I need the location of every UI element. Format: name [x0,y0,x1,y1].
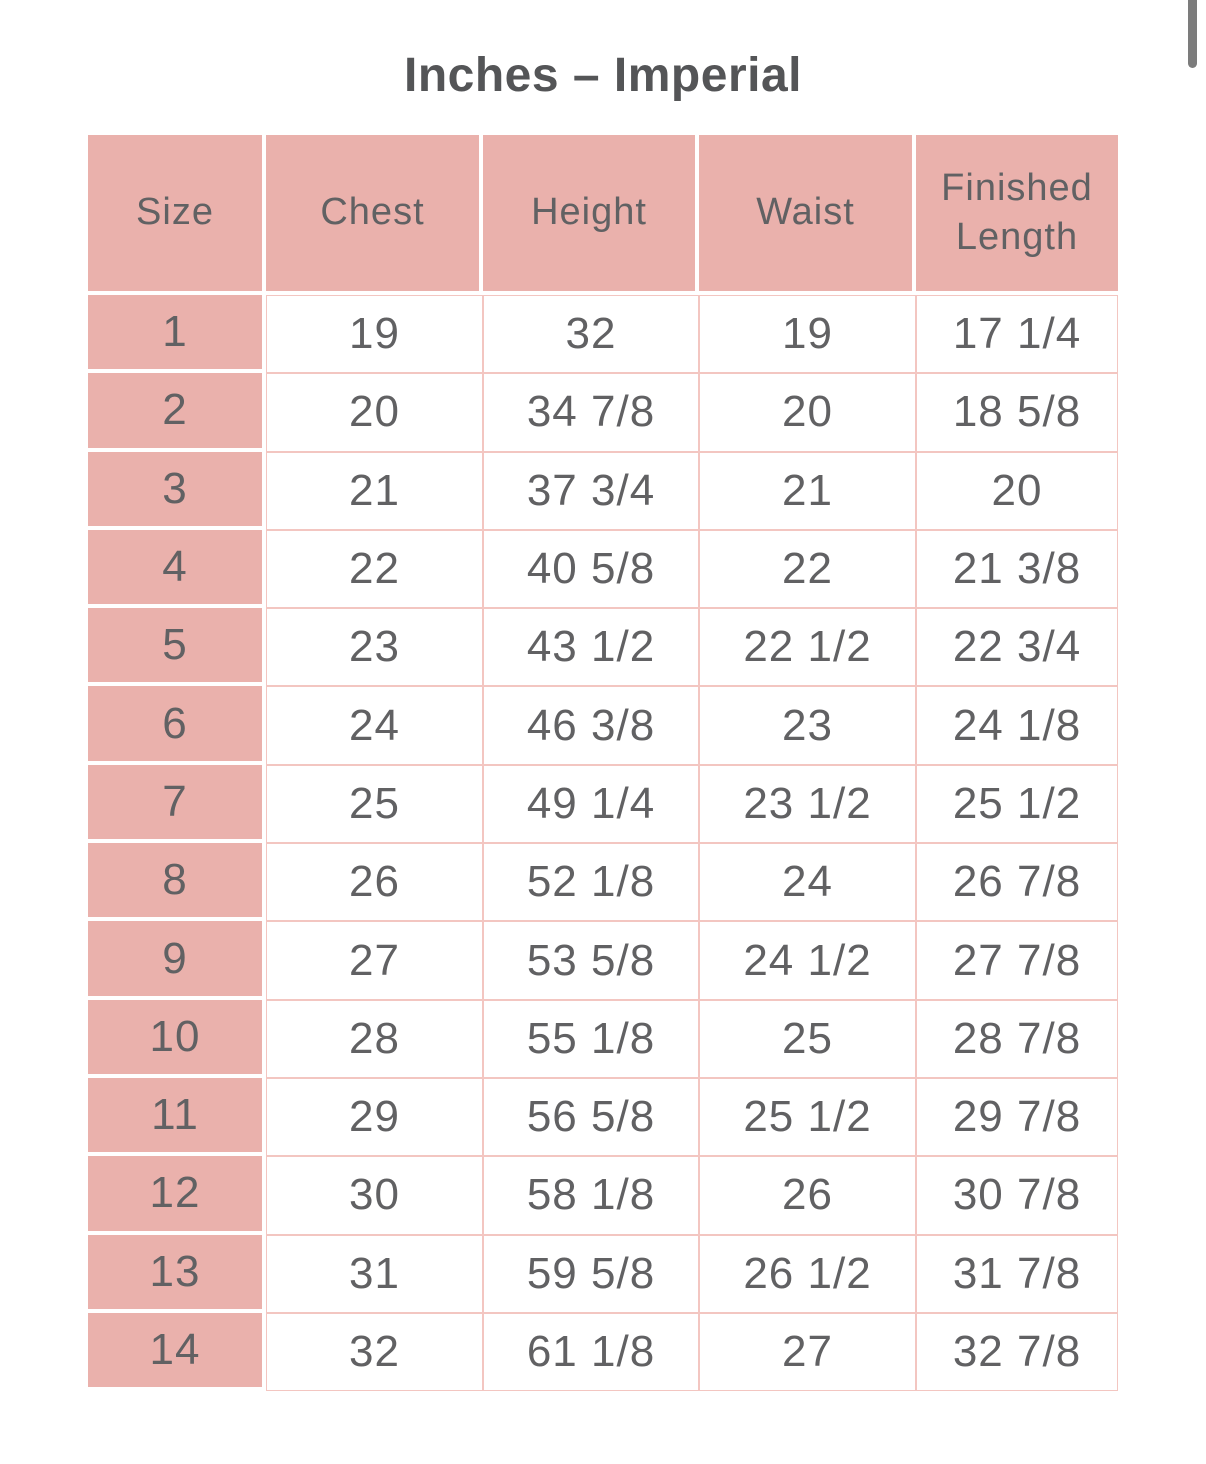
data-cell: 49 1/4 [483,764,699,844]
size-chart-table: Size Chest Height Waist Finished Length 1 19 32… [88,135,1118,1392]
size-cell: 10 [88,999,266,1078]
data-cell: 28 [266,999,483,1078]
data-cell: 20 [266,373,483,452]
data-cell: 46 3/8 [483,686,699,765]
size-cell: 3 [88,451,266,530]
data-cell: 21 [266,451,483,530]
size-cell: 11 [88,1077,266,1157]
scrollbar-thumb[interactable] [1188,0,1197,68]
data-cell: 27 [699,1312,916,1392]
size-cell: 2 [88,373,266,452]
data-cell: 17 1/4 [916,295,1118,374]
data-cell: 59 5/8 [483,1234,699,1313]
data-cell: 29 7/8 [916,1077,1118,1157]
size-cell: 8 [88,843,266,922]
data-cell: 32 [266,1312,483,1392]
data-cell: 26 1/2 [699,1234,916,1313]
data-cell: 25 [699,999,916,1078]
data-cell: 23 [699,686,916,765]
data-cell: 32 [483,295,699,374]
size-cell: 1 [88,295,266,374]
data-cell: 25 1/2 [699,1077,916,1157]
data-cell: 37 3/4 [483,451,699,530]
data-cell: 22 [699,529,916,609]
data-cell: 25 1/2 [916,764,1118,844]
data-cell: 22 [266,529,483,609]
data-cell: 24 1/2 [699,921,916,1000]
size-cell: 6 [88,686,266,765]
data-cell: 18 5/8 [916,373,1118,452]
size-cell: 14 [88,1312,266,1392]
data-cell: 22 1/2 [699,608,916,687]
data-cell: 52 1/8 [483,843,699,922]
data-cell: 24 [266,686,483,765]
header-cell-height: Height [483,135,699,295]
data-cell: 19 [699,295,916,374]
data-cell: 21 3/8 [916,529,1118,609]
size-cell: 5 [88,608,266,687]
header-cell-chest: Chest [266,135,483,295]
data-cell: 34 7/8 [483,373,699,452]
data-cell: 61 1/8 [483,1312,699,1392]
data-cell: 29 [266,1077,483,1157]
data-cell: 21 [699,451,916,530]
header-cell-waist: Waist [699,135,916,295]
data-cell: 30 [266,1156,483,1235]
data-cell: 27 [266,921,483,1000]
size-cell: 4 [88,529,266,609]
page-title: Inches – Imperial [403,49,802,102]
data-cell: 27 7/8 [916,921,1118,1000]
data-cell: 58 1/8 [483,1156,699,1235]
data-cell: 19 [266,295,483,374]
data-cell: 24 1/8 [916,686,1118,765]
data-cell: 31 [266,1234,483,1313]
data-cell: 26 [699,1156,916,1235]
size-cell: 13 [88,1234,266,1313]
data-cell: 55 1/8 [483,999,699,1078]
data-cell: 32 7/8 [916,1312,1118,1392]
size-cell: 9 [88,921,266,1000]
data-cell: 24 [699,843,916,922]
data-cell: 23 1/2 [699,764,916,844]
data-cell: 56 5/8 [483,1077,699,1157]
data-cell: 26 [266,843,483,922]
data-cell: 20 [916,451,1118,530]
data-cell: 28 7/8 [916,999,1118,1078]
data-cell: 40 5/8 [483,529,699,609]
data-cell: 22 3/4 [916,608,1118,687]
data-cell: 43 1/2 [483,608,699,687]
data-cell: 20 [699,373,916,452]
data-cell: 30 7/8 [916,1156,1118,1235]
data-cell: 23 [266,608,483,687]
data-cell: 31 7/8 [916,1234,1118,1313]
header-cell-finished-length: Finished Length [916,135,1118,295]
size-cell: 7 [88,764,266,844]
data-cell: 53 5/8 [483,921,699,1000]
data-cell: 25 [266,764,483,844]
data-cell: 26 7/8 [916,843,1118,922]
header-cell-size: Size [88,135,266,295]
size-cell: 12 [88,1156,266,1235]
